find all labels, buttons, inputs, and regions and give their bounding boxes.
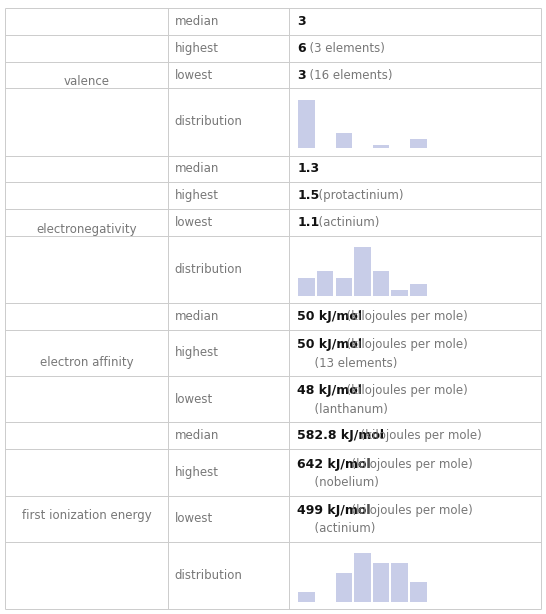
Text: 1.1: 1.1 bbox=[297, 216, 319, 229]
Text: (nobelium): (nobelium) bbox=[307, 476, 379, 489]
Bar bbox=[335, 133, 352, 148]
Text: (13 elements): (13 elements) bbox=[307, 357, 397, 370]
Text: 3: 3 bbox=[297, 69, 306, 82]
Text: highest: highest bbox=[175, 42, 218, 55]
Bar bbox=[391, 290, 408, 295]
Text: electron affinity: electron affinity bbox=[40, 356, 134, 369]
Text: (kilojoules per mole): (kilojoules per mole) bbox=[353, 429, 482, 443]
Text: (kilojoules per mole): (kilojoules per mole) bbox=[339, 310, 468, 323]
Text: 642 kJ/mol: 642 kJ/mol bbox=[297, 457, 371, 470]
Text: electronegativity: electronegativity bbox=[37, 223, 137, 236]
Text: (protactinium): (protactinium) bbox=[311, 189, 403, 202]
Bar bbox=[410, 582, 426, 602]
Text: median: median bbox=[175, 163, 219, 176]
Text: highest: highest bbox=[175, 346, 218, 359]
Text: valence: valence bbox=[64, 76, 110, 88]
Text: 1.3: 1.3 bbox=[297, 163, 319, 176]
Bar bbox=[335, 278, 352, 295]
Text: lowest: lowest bbox=[175, 69, 213, 82]
Text: (lanthanum): (lanthanum) bbox=[307, 403, 388, 416]
Text: distribution: distribution bbox=[175, 569, 242, 582]
Text: (3 elements): (3 elements) bbox=[302, 42, 384, 55]
Text: (kilojoules per mole): (kilojoules per mole) bbox=[344, 504, 473, 517]
Text: distribution: distribution bbox=[175, 115, 242, 128]
Text: highest: highest bbox=[175, 189, 218, 202]
Text: 6: 6 bbox=[297, 42, 306, 55]
Text: 50 kJ/mol: 50 kJ/mol bbox=[297, 338, 362, 351]
Bar bbox=[373, 563, 389, 602]
Text: 499 kJ/mol: 499 kJ/mol bbox=[297, 504, 371, 517]
Text: first ionization energy: first ionization energy bbox=[22, 509, 152, 523]
Text: 50 kJ/mol: 50 kJ/mol bbox=[297, 310, 362, 323]
Text: (16 elements): (16 elements) bbox=[302, 69, 392, 82]
Text: median: median bbox=[175, 310, 219, 323]
Text: (kilojoules per mole): (kilojoules per mole) bbox=[339, 384, 468, 397]
Bar bbox=[298, 592, 314, 602]
Text: 48 kJ/mol: 48 kJ/mol bbox=[297, 384, 362, 397]
Bar bbox=[410, 139, 426, 148]
Text: lowest: lowest bbox=[175, 393, 213, 406]
Text: highest: highest bbox=[175, 466, 218, 479]
Bar bbox=[410, 284, 426, 295]
Text: lowest: lowest bbox=[175, 512, 213, 526]
Bar bbox=[373, 145, 389, 148]
Bar bbox=[335, 573, 352, 602]
Text: median: median bbox=[175, 15, 219, 28]
Bar bbox=[298, 100, 314, 148]
Bar bbox=[373, 271, 389, 295]
Text: 1.5: 1.5 bbox=[297, 189, 319, 202]
Text: distribution: distribution bbox=[175, 263, 242, 276]
Text: lowest: lowest bbox=[175, 216, 213, 229]
Text: (kilojoules per mole): (kilojoules per mole) bbox=[344, 457, 473, 470]
Bar bbox=[298, 278, 314, 295]
Text: 3: 3 bbox=[297, 15, 306, 28]
Bar bbox=[317, 271, 333, 295]
Text: (actinium): (actinium) bbox=[311, 216, 379, 229]
Bar bbox=[354, 553, 371, 602]
Text: (kilojoules per mole): (kilojoules per mole) bbox=[339, 338, 468, 351]
Text: (actinium): (actinium) bbox=[307, 523, 376, 535]
Text: median: median bbox=[175, 429, 219, 443]
Text: 582.8 kJ/mol: 582.8 kJ/mol bbox=[297, 429, 384, 443]
Bar bbox=[354, 247, 371, 295]
Bar bbox=[391, 563, 408, 602]
